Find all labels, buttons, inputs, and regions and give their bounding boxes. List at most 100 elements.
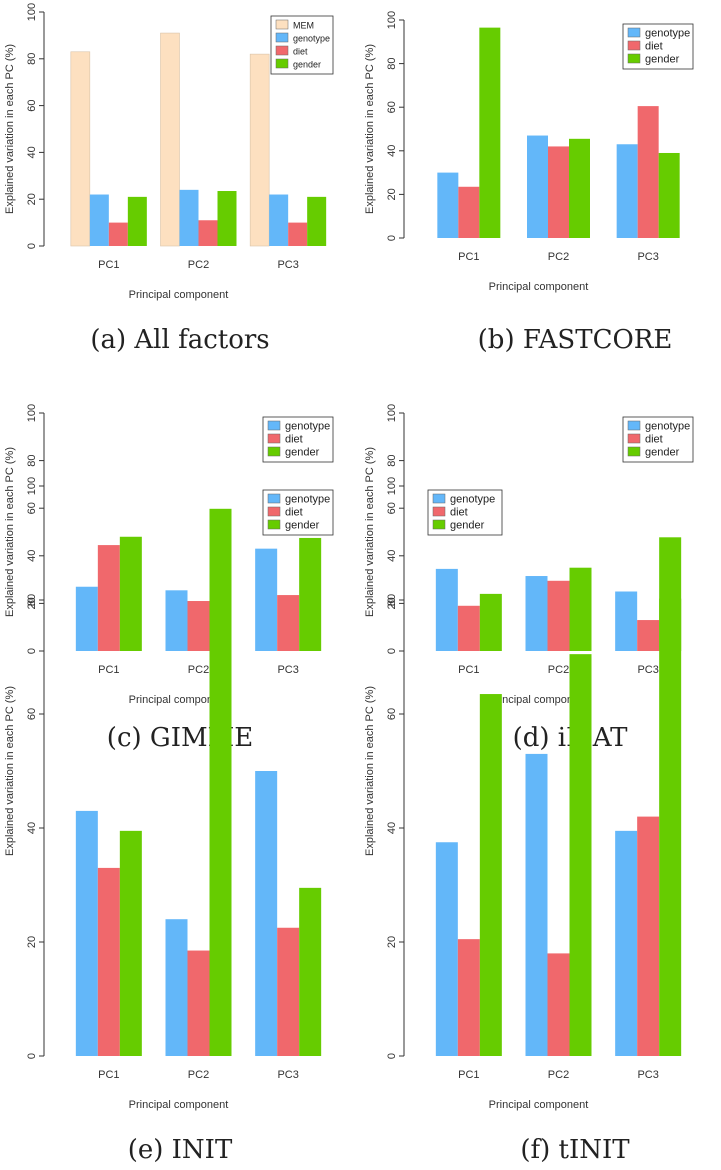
legend-swatch-MEM (275, 19, 289, 30)
y-tick-label: 80 (26, 454, 38, 466)
x-axis-label: Principal component (489, 1099, 589, 1111)
y-tick-label: 100 (26, 477, 38, 495)
y-tick-label: 0 (26, 1053, 38, 1059)
chart-d-svg: 0 20 40 60 80 100 Explained variation in each … (364, 404, 694, 706)
y-axis-label: Explained variation in each PC (%) (364, 447, 376, 617)
bar-diet-pc3 (288, 222, 308, 246)
bar-gender-pc3 (299, 537, 322, 651)
y-tick-label: 60 (26, 502, 38, 514)
bar-MEM-pc1 (70, 51, 91, 247)
legend-label-diet: diet (645, 434, 663, 446)
x-axis-label: Principal component (129, 694, 229, 706)
bar-genotype-pc3 (616, 144, 638, 238)
y-tick-label: 80 (386, 57, 398, 69)
y-tick-label: 20 (26, 597, 38, 609)
caption-a: (a) All factors (90, 325, 270, 355)
bar-gender-pc1 (479, 593, 502, 651)
x-tick-label: PC2 (548, 251, 569, 263)
bar-diet-pc3 (637, 620, 660, 651)
panel-a: 0 20 40 60 80 100 Explained variation in each … (0, 0, 360, 390)
bar-diet-pc1 (108, 222, 128, 246)
chart-e-svg: 0 20 40 60 80 100 Explained variation in each … (4, 477, 334, 1111)
bar-diet-pc3 (637, 816, 660, 1056)
bar-diet-pc3 (277, 927, 300, 1056)
x-tick-label: PC2 (188, 664, 209, 676)
bar-diet-pc1 (97, 545, 120, 651)
legend-swatch-gender (432, 519, 446, 530)
y-tick-label: 60 (386, 101, 398, 113)
bar-diet-pc2 (198, 220, 218, 246)
bar-genotype-pc1 (75, 810, 98, 1056)
y-tick-label: 40 (26, 550, 38, 562)
y-tick-label: 80 (26, 594, 38, 606)
legend-swatch-gender (627, 446, 641, 457)
bar-genotype-pc3 (269, 194, 289, 246)
bar-gender-pc3 (307, 196, 327, 246)
legend-label-gender: gender (285, 520, 320, 532)
x-tick-label: PC1 (458, 664, 479, 676)
legend-label-gender: gender (645, 447, 680, 459)
caption-b: (b) FASTCORE (477, 325, 673, 355)
legend-swatch-gender (267, 519, 281, 530)
y-axis-label: Explained variation in each PC (%) (364, 44, 376, 214)
bar-genotype-pc1 (437, 172, 459, 238)
bar-gender-pc1 (479, 694, 502, 1056)
bar-genotype-pc3 (615, 591, 638, 651)
legend-label-diet: diet (285, 507, 303, 519)
x-tick-label: PC1 (98, 259, 119, 271)
bar-genotype-pc2 (179, 189, 199, 246)
x-tick-label: PC3 (637, 1069, 658, 1081)
bar-diet-pc2 (547, 953, 570, 1056)
y-axis-label: Explained variation in each PC (%) (4, 447, 16, 617)
legend-label-MEM: MEM (293, 21, 314, 31)
bar-gender-pc2 (217, 191, 237, 246)
bar-genotype-pc2 (527, 135, 548, 238)
y-tick-label: 40 (26, 822, 38, 834)
bar-gender-pc3 (659, 537, 682, 1056)
legend-swatch-genotype (267, 420, 281, 431)
chart-b-svg: 0 20 40 60 80 100 Explained variation in each … (364, 11, 694, 293)
bar-gender-pc1 (479, 27, 501, 238)
bar-gender-pc1 (119, 536, 142, 651)
chart-a-svg: 0 20 40 60 80 100 Explained variation in each … (4, 3, 334, 301)
y-axis-label: Explained variation in each PC (%) (4, 686, 16, 856)
y-tick-label: 80 (26, 53, 38, 65)
legend-label-diet: diet (450, 507, 468, 519)
bar-genotype-pc1 (435, 568, 458, 651)
legend-label-diet: diet (293, 47, 308, 57)
bar-genotype-pc1 (435, 842, 458, 1056)
x-tick-label: PC1 (458, 251, 479, 263)
bar-MEM-pc2 (160, 32, 180, 247)
y-tick-label: 40 (26, 146, 38, 158)
legend-label-gender: gender (645, 54, 680, 66)
y-tick-label: 100 (386, 404, 398, 422)
bar-genotype-pc1 (75, 586, 98, 651)
bar-genotype-pc1 (89, 194, 109, 246)
bar-gender-pc2 (209, 508, 232, 1056)
y-tick-label: 60 (26, 99, 38, 111)
legend-swatch-genotype (627, 27, 641, 38)
bar-diet-pc3 (277, 595, 300, 651)
x-tick-label: PC2 (548, 1069, 569, 1081)
y-tick-label: 40 (386, 145, 398, 157)
y-tick-label: 0 (26, 243, 38, 249)
y-tick-label: 40 (386, 550, 398, 562)
y-tick-label: 0 (386, 648, 398, 654)
x-tick-label: PC3 (277, 259, 298, 271)
bar-diet-pc1 (97, 867, 120, 1056)
legend-label-gender: gender (450, 520, 485, 532)
y-axis-label: Explained variation in each PC (%) (4, 44, 16, 214)
bar-diet-pc2 (187, 950, 210, 1056)
legend-swatch-genotype (432, 493, 446, 504)
legend-swatch-diet (275, 45, 289, 56)
caption-f: (f) tINIT (520, 1135, 630, 1165)
legend-label-genotype: genotype (285, 421, 330, 433)
legend-label-genotype: genotype (645, 28, 690, 40)
y-tick-label: 60 (26, 708, 38, 720)
y-tick-label: 20 (386, 936, 398, 948)
y-tick-label: 20 (26, 936, 38, 948)
bar-genotype-pc3 (255, 548, 278, 651)
y-tick-label: 100 (26, 3, 38, 21)
y-tick-label: 80 (386, 454, 398, 466)
legend-swatch-diet (432, 506, 446, 517)
